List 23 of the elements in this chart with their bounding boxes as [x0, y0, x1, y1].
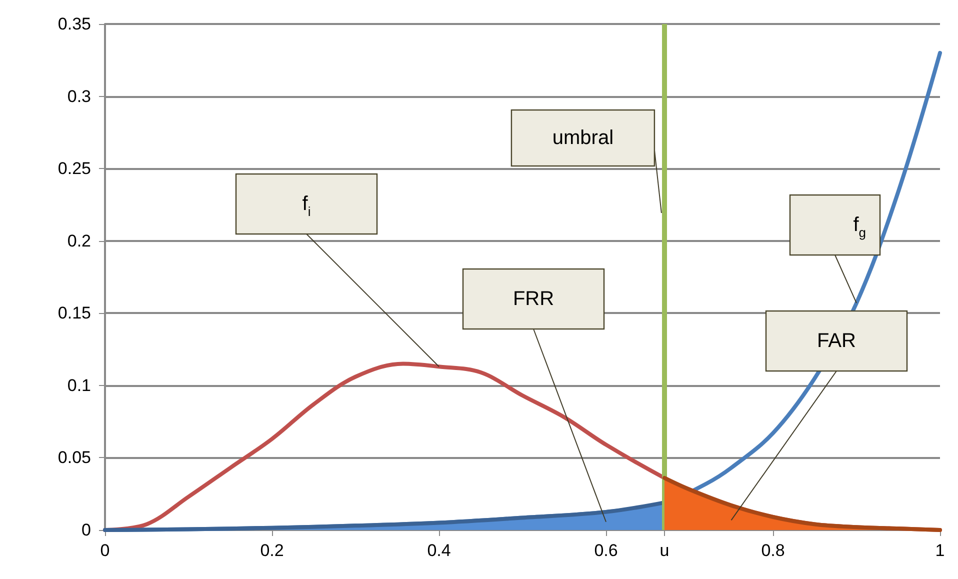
y-tick-label: 0.05: [58, 448, 91, 468]
callout: FRR: [462, 268, 606, 522]
callout: f$_{g}$: [789, 194, 881, 304]
y-tick-label: 0: [82, 520, 91, 540]
x-tick-label: 0.4: [427, 541, 451, 560]
series-label: f$_{g}$: [853, 214, 866, 240]
x-tick-label: 0.2: [260, 541, 284, 560]
callout: f$_{i}$: [235, 173, 440, 368]
x-tick-label: 1: [935, 541, 945, 560]
y-tick-label: 0.1: [67, 376, 91, 395]
ref-line-label: umbral: [552, 127, 614, 149]
text: FRR: [512, 288, 554, 310]
y-tick-label: 0.35: [58, 14, 91, 34]
y-tick-label: 0.25: [58, 159, 91, 178]
y-tick-label: 0.15: [58, 304, 91, 323]
x-tick-label: u: [660, 541, 670, 560]
x-tick-label: 0.8: [761, 541, 785, 560]
y-tick-label: 0.2: [67, 231, 91, 250]
callout: FAR: [730, 310, 908, 521]
x-tick-label: 0.6: [594, 541, 618, 560]
x-tick-label: 0: [100, 541, 110, 560]
y-tick-label: 0.3: [67, 86, 91, 106]
callout: umbral: [510, 109, 662, 214]
